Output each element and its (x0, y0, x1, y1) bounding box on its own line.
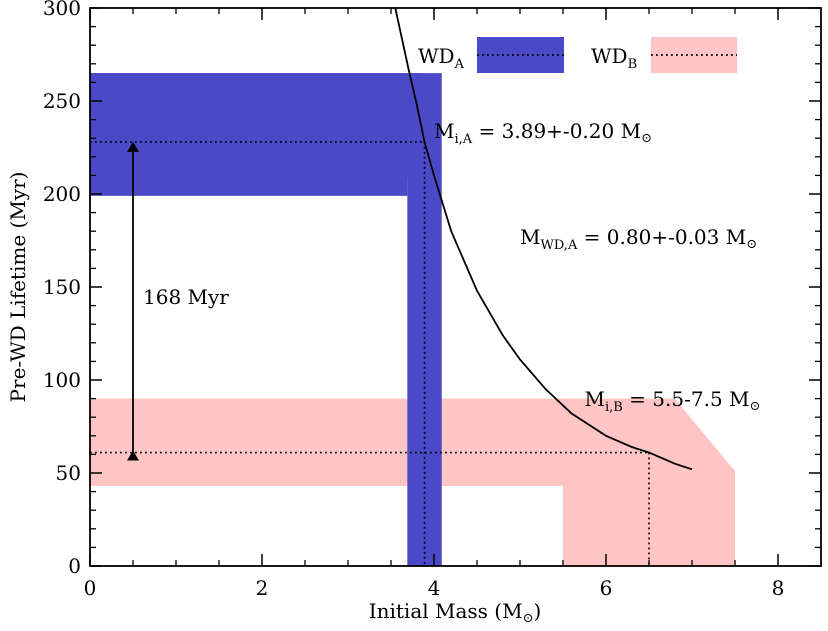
annotation-mwd-a-sun: ⊙ (746, 237, 757, 252)
x-axis-title: Initial Mass (M⊙) (369, 599, 542, 626)
x-tick-label: 2 (256, 576, 269, 600)
wd-a-lifetime-band-upper (90, 73, 422, 178)
legend-swatch-wd-a (477, 37, 564, 73)
y-tick-label: 50 (56, 461, 81, 485)
y-tick-label: 300 (43, 0, 81, 20)
y-tick-label: 100 (43, 368, 81, 392)
annotation-mwd-a-subscript: WD,A (540, 238, 577, 253)
wd-b-lifetime-band (90, 398, 563, 487)
x-tick-label: 6 (600, 576, 613, 600)
x-axis: 0 2 4 6 8 (84, 8, 785, 600)
legend: WDA WDB (418, 37, 737, 73)
annotation-mi-a-sun: ⊙ (641, 131, 652, 146)
annotation-mi-a-value: = 3.89+-0.20 M (472, 119, 641, 143)
lifetime-curve (394, 7, 693, 471)
legend-a-name: WD (418, 44, 455, 68)
y-axis: 0 50 100 150 200 250 300 (43, 0, 821, 578)
legend-swatch-wd-b (651, 37, 737, 73)
legend-label-wd-b: WDB (591, 44, 637, 72)
y-axis-title: Pre-WD Lifetime (Myr) (6, 172, 30, 403)
x-tick-label: 4 (428, 576, 441, 600)
annotation-mwd-a-value: = 0.80+-0.03 M (577, 225, 746, 249)
guide-layer (90, 141, 650, 566)
x-tick-label: 0 (84, 576, 97, 600)
annotation-initial-mass-a: Mi,A = 3.89+-0.20 M⊙ (434, 119, 652, 147)
legend-a-sub: A (454, 57, 465, 72)
lifetime-difference-label: 168 Myr (143, 285, 229, 309)
y-tick-label: 0 (68, 554, 81, 578)
band-layer (90, 73, 735, 566)
x-axis-title-close: ) (533, 599, 541, 623)
x-axis-title-main: Initial Mass (M (369, 599, 523, 623)
annotation-mi-a-symbol: M (434, 119, 454, 143)
annotation-mi-b-value: = 5.5-7.5 M (623, 387, 750, 411)
y-tick-label: 200 (43, 182, 81, 206)
annotation-initial-mass-b: Mi,B = 5.5-7.5 M⊙ (585, 387, 761, 415)
annotation-wd-mass-a: MWD,A = 0.80+-0.03 M⊙ (520, 225, 757, 253)
wd-b-mass-band (563, 398, 735, 566)
y-tick-label: 150 (43, 275, 81, 299)
wd-a-mass-band (407, 73, 442, 566)
annotation-mi-b-sun: ⊙ (750, 399, 761, 414)
legend-b-name: WD (591, 44, 628, 68)
annotation-mi-a-subscript: i,A (454, 132, 472, 147)
y-tick-label: 250 (43, 89, 81, 113)
x-tick-label: 8 (772, 576, 785, 600)
legend-label-wd-a: WDA (418, 44, 465, 72)
x-axis-title-sun: ⊙ (523, 611, 534, 626)
legend-b-sub: B (628, 57, 638, 72)
annotation-mi-b-symbol: M (585, 387, 605, 411)
annotation-mwd-a-symbol: M (520, 225, 540, 249)
annotation-mi-b-subscript: i,B (605, 400, 623, 415)
